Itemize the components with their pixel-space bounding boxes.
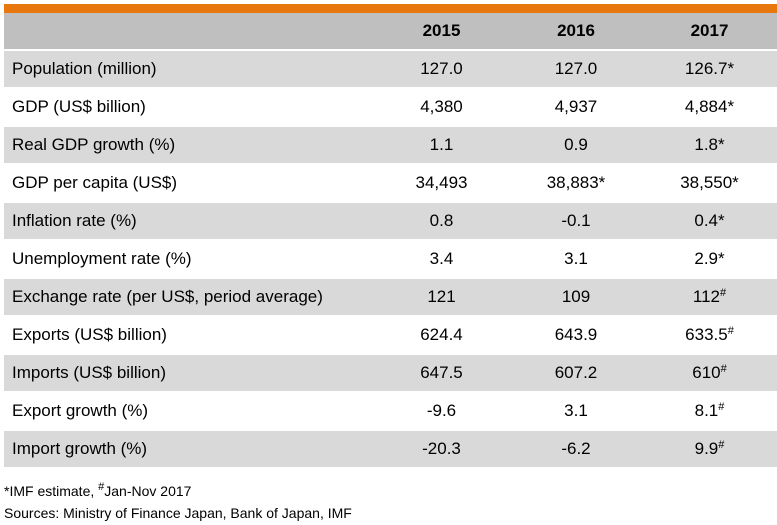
table-row: Population (million) 127.0 127.0 126.7* <box>4 50 777 89</box>
table-row: Export growth (%) -9.6 3.1 8.1# <box>4 392 777 431</box>
value-cell: 4,884* <box>642 88 777 127</box>
value-cell: 126.7* <box>642 50 777 89</box>
value-cell: 624.4 <box>373 316 510 355</box>
value-cell: 3.1 <box>510 392 642 431</box>
table-row: Inflation rate (%) 0.8 -0.1 0.4* <box>4 202 777 241</box>
estimate-note: *IMF estimate, #Jan-Nov 2017 <box>4 481 192 500</box>
hash-mark: # <box>98 481 105 493</box>
row-label: Unemployment rate (%) <box>4 240 373 279</box>
table-row: Exports (US$ billion) 624.4 643.9 633.5# <box>4 316 777 355</box>
value-cell: 3.4 <box>373 240 510 279</box>
year-header: 2016 <box>510 13 642 51</box>
value-cell: 1.8* <box>642 126 777 165</box>
value-cell: 109 <box>510 278 642 317</box>
value-cell: 34,493 <box>373 164 510 203</box>
row-label: Import growth (%) <box>4 430 373 469</box>
table-row: Imports (US$ billion) 647.5 607.2 610# <box>4 354 777 393</box>
value-cell: 0.9 <box>510 126 642 165</box>
value-cell: 8.1# <box>642 392 777 431</box>
value-cell: 0.8 <box>373 202 510 241</box>
value-cell: 38,550* <box>642 164 777 203</box>
row-label: GDP per capita (US$) <box>4 164 373 203</box>
value-cell: 0.4* <box>642 202 777 241</box>
row-label: Export growth (%) <box>4 392 373 431</box>
value-cell: 38,883* <box>510 164 642 203</box>
value-cell: 127.0 <box>510 50 642 89</box>
row-label: Imports (US$ billion) <box>4 354 373 393</box>
row-label: Exports (US$ billion) <box>4 316 373 355</box>
value-cell: 633.5# <box>642 316 777 355</box>
value-cell: 127.0 <box>373 50 510 89</box>
value-cell: 610# <box>642 354 777 393</box>
header-label-cell <box>4 13 373 51</box>
row-label: GDP (US$ billion) <box>4 88 373 127</box>
value-cell: 112# <box>642 278 777 317</box>
value-cell: 4,937 <box>510 88 642 127</box>
value-cell: -20.3 <box>373 430 510 469</box>
value-cell: -9.6 <box>373 392 510 431</box>
footnote-mark: # <box>727 325 734 337</box>
accent-bar <box>4 4 777 13</box>
value-cell: -0.1 <box>510 202 642 241</box>
footnote-mark: # <box>719 287 727 299</box>
value-cell: -6.2 <box>510 430 642 469</box>
year-header: 2017 <box>642 13 777 51</box>
footnote-mark: # <box>720 363 727 375</box>
table-row: Real GDP growth (%) 1.1 0.9 1.8* <box>4 126 777 165</box>
value-cell: 1.1 <box>373 126 510 165</box>
value-cell: 647.5 <box>373 354 510 393</box>
value-cell: 9.9# <box>642 430 777 469</box>
value-cell: 121 <box>373 278 510 317</box>
value-cell: 607.2 <box>510 354 642 393</box>
footnote-mark: # <box>718 401 725 413</box>
row-label: Exchange rate (per US$, period average) <box>4 278 373 317</box>
value-cell: 4,380 <box>373 88 510 127</box>
footnotes: *IMF estimate, #Jan-Nov 2017 Sources: Mi… <box>4 480 352 524</box>
row-label: Inflation rate (%) <box>4 202 373 241</box>
value-cell: 2.9* <box>642 240 777 279</box>
table-row: GDP per capita (US$) 34,493 38,883* 38,550* <box>4 164 777 203</box>
economic-indicators-table: 2015 2016 2017 Population (million) 127.0… <box>4 13 777 469</box>
value-cell: 3.1 <box>510 240 642 279</box>
table-row: GDP (US$ billion) 4,380 4,937 4,884* <box>4 88 777 127</box>
table-row: Unemployment rate (%) 3.4 3.1 2.9* <box>4 240 777 279</box>
row-label: Real GDP growth (%) <box>4 126 373 165</box>
year-header: 2015 <box>373 13 510 51</box>
sources-note: Sources: Ministry of Finance Japan, Bank… <box>4 505 352 521</box>
table-header-row: 2015 2016 2017 <box>4 13 777 51</box>
table-row: Exchange rate (per US$, period average) 1… <box>4 278 777 317</box>
row-label: Population (million) <box>4 50 373 89</box>
value-cell: 643.9 <box>510 316 642 355</box>
footnote-mark: # <box>718 439 725 451</box>
table-row: Import growth (%) -20.3 -6.2 9.9# <box>4 430 777 469</box>
